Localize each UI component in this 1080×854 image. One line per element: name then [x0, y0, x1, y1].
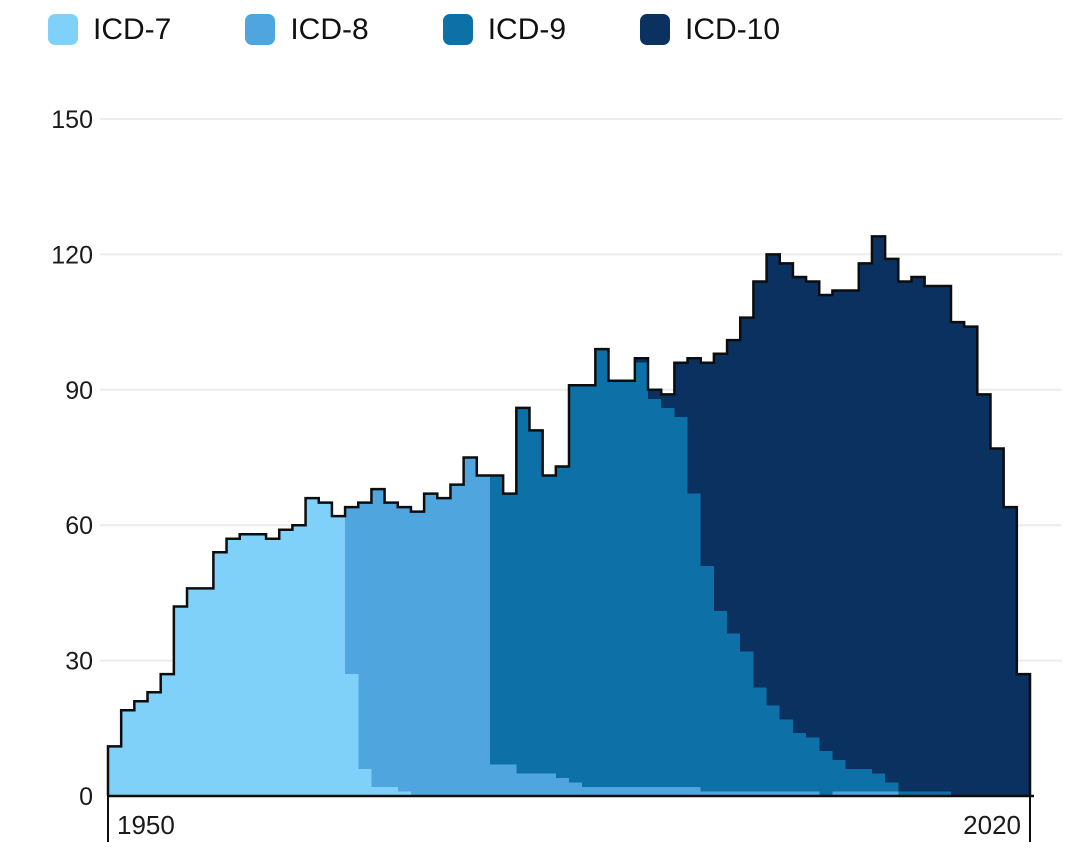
area-icd-7: [108, 498, 1030, 796]
legend-swatch-icd-10: [640, 14, 671, 45]
legend: ICD-7 ICD-8 ICD-9 ICD-10: [48, 14, 854, 45]
legend-item-icd-9: ICD-9: [442, 12, 567, 46]
y-tick-label-120: 120: [51, 241, 93, 269]
total-outline: [106, 235, 1032, 796]
y-tick-label-90: 90: [65, 377, 93, 405]
legend-label-icd-9: ICD-9: [487, 12, 567, 46]
y-tick-label-0: 0: [79, 783, 93, 811]
legend-swatch-icd-7: [48, 14, 78, 45]
y-tick-label-30: 30: [65, 648, 93, 676]
legend-swatch-icd-8: [245, 14, 276, 45]
legend-item-icd-10: ICD-10: [640, 14, 780, 45]
area-icd-9: [108, 349, 1030, 796]
legend-item-icd-8: ICD-8: [245, 12, 369, 46]
legend-label-icd-7: ICD-7: [93, 12, 172, 46]
x-tick-label-1950: 1950: [117, 810, 175, 840]
legend-label-icd-8: ICD-8: [290, 12, 369, 46]
x-tick-label-2020: 2020: [963, 810, 1021, 840]
y-tick-label-60: 60: [65, 512, 93, 540]
legend-swatch-icd-9: [442, 14, 473, 45]
legend-item-icd-7: ICD-7: [48, 14, 171, 45]
area-icd-10: [108, 236, 1030, 796]
legend-label-icd-10: ICD-10: [685, 12, 781, 46]
y-tick-label-150: 150: [51, 106, 93, 134]
